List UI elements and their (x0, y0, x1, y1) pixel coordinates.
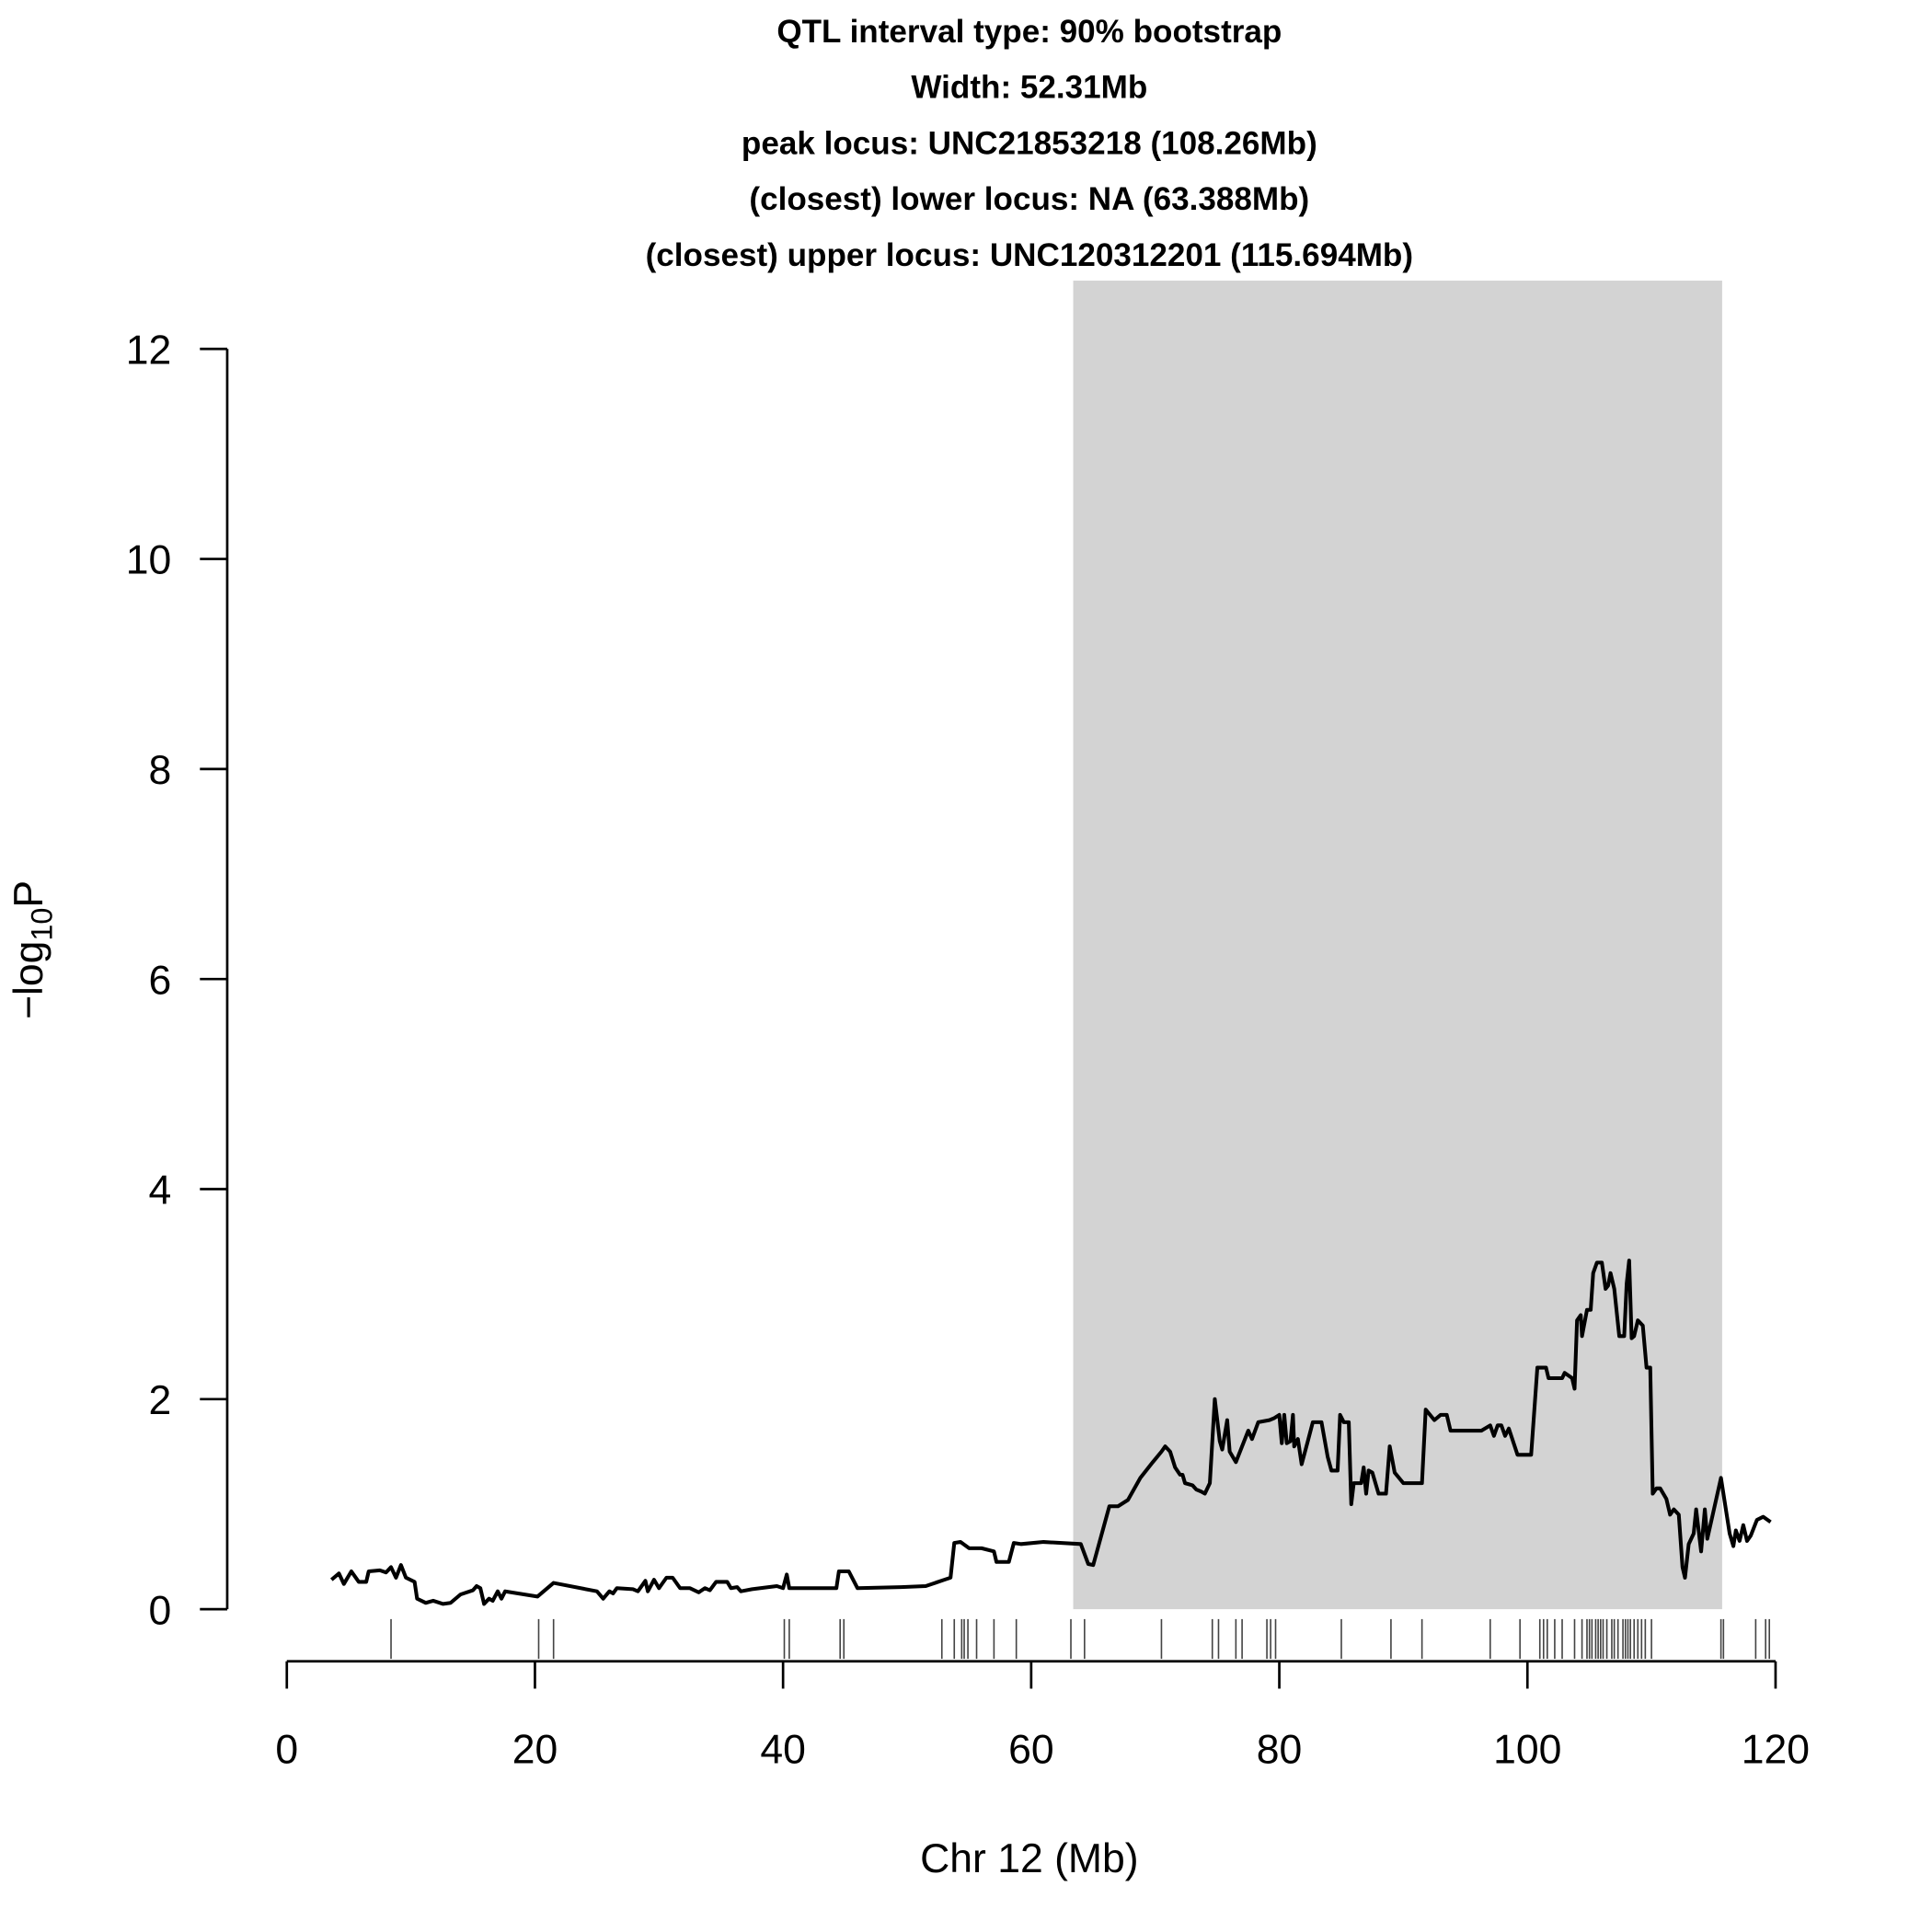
chart-title: peak locus: UNC21853218 (108.26Mb) (742, 125, 1317, 161)
shade-layer (1073, 281, 1722, 1610)
x-tick-label: 120 (1742, 1727, 1810, 1772)
y-tick-label: 2 (148, 1378, 171, 1423)
y-tick-label: 10 (126, 538, 172, 583)
y-tick-label: 0 (148, 1588, 171, 1633)
x-axis-label: Chr 12 (Mb) (920, 1836, 1138, 1881)
y-label-main: −log (6, 941, 52, 1019)
interval-shade (1073, 281, 1722, 1610)
lod-line (329, 1259, 1772, 1606)
x-tick-label: 80 (1257, 1727, 1303, 1772)
y-tick-label: 12 (126, 328, 172, 373)
chart-title: QTL interval type: 90% bootstrap (776, 14, 1282, 50)
x-tick-label: 100 (1493, 1727, 1561, 1772)
y-tick-label: 4 (148, 1168, 171, 1213)
chart-title: (closest) lower locus: NA (63.388Mb) (749, 181, 1309, 217)
y-axis-label: −log10P (6, 880, 59, 1019)
y-label-sub: 10 (26, 908, 59, 941)
x-tick-label: 60 (1008, 1727, 1054, 1772)
x-tick-label: 40 (760, 1727, 806, 1772)
chart-title: (closest) upper locus: UNC120312201 (115… (646, 237, 1413, 273)
chart-title: Width: 52.31Mb (911, 70, 1147, 106)
x-tick-label: 0 (275, 1727, 298, 1772)
x-tick-label: 20 (512, 1727, 558, 1772)
y-tick-label: 6 (148, 958, 171, 1003)
y-tick-label: 8 (148, 748, 171, 793)
y-label-end: P (6, 880, 52, 908)
